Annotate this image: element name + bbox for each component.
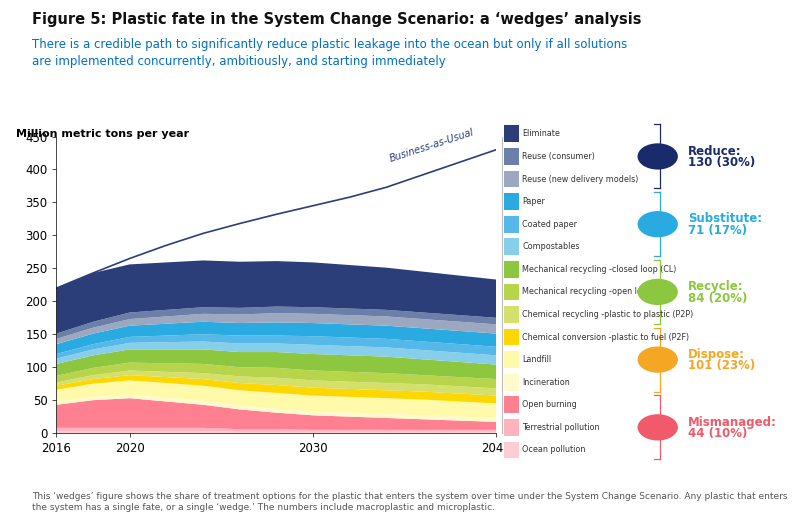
Text: Ocean pollution: Ocean pollution: [522, 445, 586, 455]
Text: Substitute:: Substitute:: [688, 213, 763, 225]
Text: Chemical conversion -plastic to fuel (P2F): Chemical conversion -plastic to fuel (P2…: [522, 332, 689, 342]
Text: Reuse (consumer): Reuse (consumer): [522, 152, 595, 161]
Text: Dispose:: Dispose:: [688, 348, 746, 361]
Text: Landfill: Landfill: [522, 355, 551, 364]
Text: 130 (30%): 130 (30%): [688, 156, 755, 169]
Text: Business-as-Usual: Business-as-Usual: [389, 128, 476, 164]
Text: Paper: Paper: [522, 197, 545, 206]
Text: Terrestrial pollution: Terrestrial pollution: [522, 423, 600, 432]
Text: Million metric tons per year: Million metric tons per year: [16, 129, 190, 139]
Text: Recycle:: Recycle:: [688, 280, 744, 293]
Text: 84 (20%): 84 (20%): [688, 292, 748, 304]
Text: Mechanical recycling -open loop (OL): Mechanical recycling -open loop (OL): [522, 287, 671, 297]
Text: 71 (17%): 71 (17%): [688, 224, 747, 237]
Text: This ‘wedges’ figure shows the share of treatment options for the plastic that e: This ‘wedges’ figure shows the share of …: [32, 492, 788, 512]
Text: 44 (10%): 44 (10%): [688, 427, 748, 440]
Text: Eliminate: Eliminate: [522, 129, 560, 139]
Text: Coated paper: Coated paper: [522, 219, 577, 229]
Text: Figure 5: Plastic fate in the System Change Scenario: a ‘wedges’ analysis: Figure 5: Plastic fate in the System Cha…: [32, 12, 642, 27]
Text: Chemical recycling -plastic to plastic (P2P): Chemical recycling -plastic to plastic (…: [522, 310, 693, 319]
Text: Reduce:: Reduce:: [688, 145, 742, 158]
Text: Reuse (new delivery models): Reuse (new delivery models): [522, 174, 638, 184]
Text: 101 (23%): 101 (23%): [688, 360, 755, 372]
Text: Mismanaged:: Mismanaged:: [688, 416, 777, 428]
Text: Incineration: Incineration: [522, 377, 570, 387]
Text: Open burning: Open burning: [522, 400, 577, 410]
Text: Mechanical recycling -closed loop (CL): Mechanical recycling -closed loop (CL): [522, 265, 676, 274]
Text: There is a credible path to significantly reduce plastic leakage into the ocean : There is a credible path to significantl…: [32, 38, 628, 68]
Text: Compostables: Compostables: [522, 242, 579, 251]
